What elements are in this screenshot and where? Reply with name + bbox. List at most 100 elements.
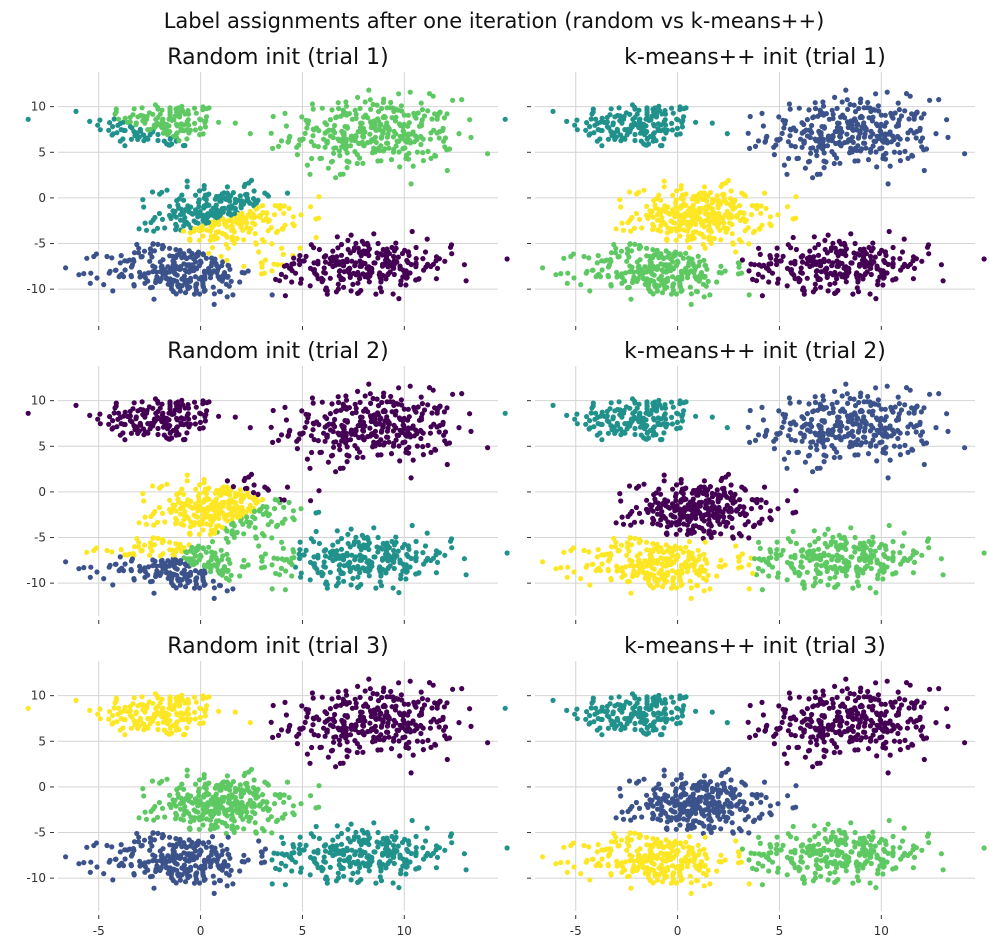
scatter-point <box>327 411 333 417</box>
scatter-point <box>176 205 182 211</box>
scatter-point <box>812 105 819 112</box>
scatter-point <box>325 459 331 465</box>
scatter-point <box>260 497 266 503</box>
scatter-point <box>345 237 351 243</box>
scatter-point <box>681 227 687 233</box>
scatter-point <box>399 135 406 142</box>
scatter-point <box>665 275 671 281</box>
scatter-point <box>251 496 257 502</box>
scatter-point <box>221 270 228 276</box>
scatter-point <box>748 212 755 218</box>
scatter-point <box>615 128 621 134</box>
scatter-point <box>504 550 510 556</box>
scatter-point <box>663 122 669 128</box>
scatter-point <box>918 115 925 121</box>
scatter-point <box>131 129 137 135</box>
scatter-point <box>617 412 623 418</box>
scatter-point <box>176 432 182 438</box>
scatter-point <box>399 544 406 551</box>
scatter-point <box>605 136 612 142</box>
scatter-point <box>192 226 198 232</box>
scatter-point <box>383 548 390 554</box>
scatter-point <box>182 561 188 567</box>
scatter-point <box>357 105 363 111</box>
scatter-point <box>826 116 833 122</box>
scatter-point <box>141 432 147 438</box>
scatter-point <box>171 506 177 512</box>
scatter-point <box>179 255 185 261</box>
scatter-point <box>335 286 341 292</box>
scatter-point <box>631 269 637 275</box>
scatter-point <box>216 582 223 589</box>
scatter-point <box>855 279 861 285</box>
scatter-point <box>802 165 809 171</box>
scatter-point <box>882 450 889 456</box>
scatter-point <box>134 241 140 248</box>
scatter-point <box>173 247 179 253</box>
scatter-point <box>612 408 618 414</box>
scatter-point <box>820 103 827 109</box>
scatter-point <box>430 93 436 99</box>
scatter-point <box>665 225 671 231</box>
scatter-point <box>714 487 720 493</box>
scatter-point <box>345 561 351 567</box>
scatter-point <box>607 406 613 412</box>
scatter-point <box>278 565 284 572</box>
scatter-point <box>281 203 287 209</box>
scatter-point <box>617 132 624 138</box>
scatter-point <box>282 587 288 593</box>
scatter-point <box>617 118 623 124</box>
scatter-point <box>721 514 727 520</box>
scatter-point <box>463 278 469 284</box>
scatter-point <box>729 525 735 531</box>
scatter-point <box>632 131 638 138</box>
scatter-point <box>396 385 402 391</box>
scatter-point <box>310 106 316 112</box>
scatter-point <box>403 275 409 281</box>
scatter-point <box>725 471 732 477</box>
scatter-point <box>693 221 699 227</box>
scatter-point <box>106 127 112 133</box>
scatter-point <box>200 578 207 584</box>
scatter-point <box>252 221 258 228</box>
scatter-point <box>275 262 281 268</box>
scatter-point <box>913 256 920 262</box>
scatter-point <box>223 575 229 581</box>
scatter-point <box>669 226 675 232</box>
scatter-point <box>155 137 161 144</box>
scatter-point <box>746 241 752 247</box>
scatter-point <box>624 250 631 256</box>
scatter-point <box>632 104 638 110</box>
scatter-point <box>644 109 650 115</box>
scatter-point <box>208 506 214 512</box>
scatter-point <box>644 136 650 142</box>
scatter-point <box>297 245 303 251</box>
scatter-point <box>251 202 257 208</box>
scatter-point <box>813 148 819 154</box>
scatter-point <box>304 125 310 131</box>
scatter-point <box>574 117 580 123</box>
scatter-point <box>675 117 681 123</box>
scatter-point <box>335 399 342 406</box>
scatter-point <box>355 574 361 580</box>
scatter-point <box>696 263 702 269</box>
scatter-point <box>683 250 689 256</box>
scatter-point <box>167 115 173 121</box>
scatter-point <box>179 504 185 510</box>
scatter-point <box>402 564 408 570</box>
scatter-point <box>198 274 204 280</box>
scatter-point <box>858 113 864 119</box>
scatter-point <box>590 106 596 112</box>
scatter-point <box>197 132 203 138</box>
scatter-point <box>406 150 412 156</box>
scatter-point <box>669 127 676 133</box>
scatter-point <box>873 443 879 449</box>
scatter-point <box>601 258 607 264</box>
scatter-point <box>252 231 258 237</box>
scatter-point <box>758 203 764 209</box>
scatter-point <box>626 189 633 195</box>
scatter-point <box>266 217 272 223</box>
scatter-point <box>262 484 268 490</box>
scatter-point <box>618 138 624 144</box>
scatter-point <box>787 106 793 112</box>
